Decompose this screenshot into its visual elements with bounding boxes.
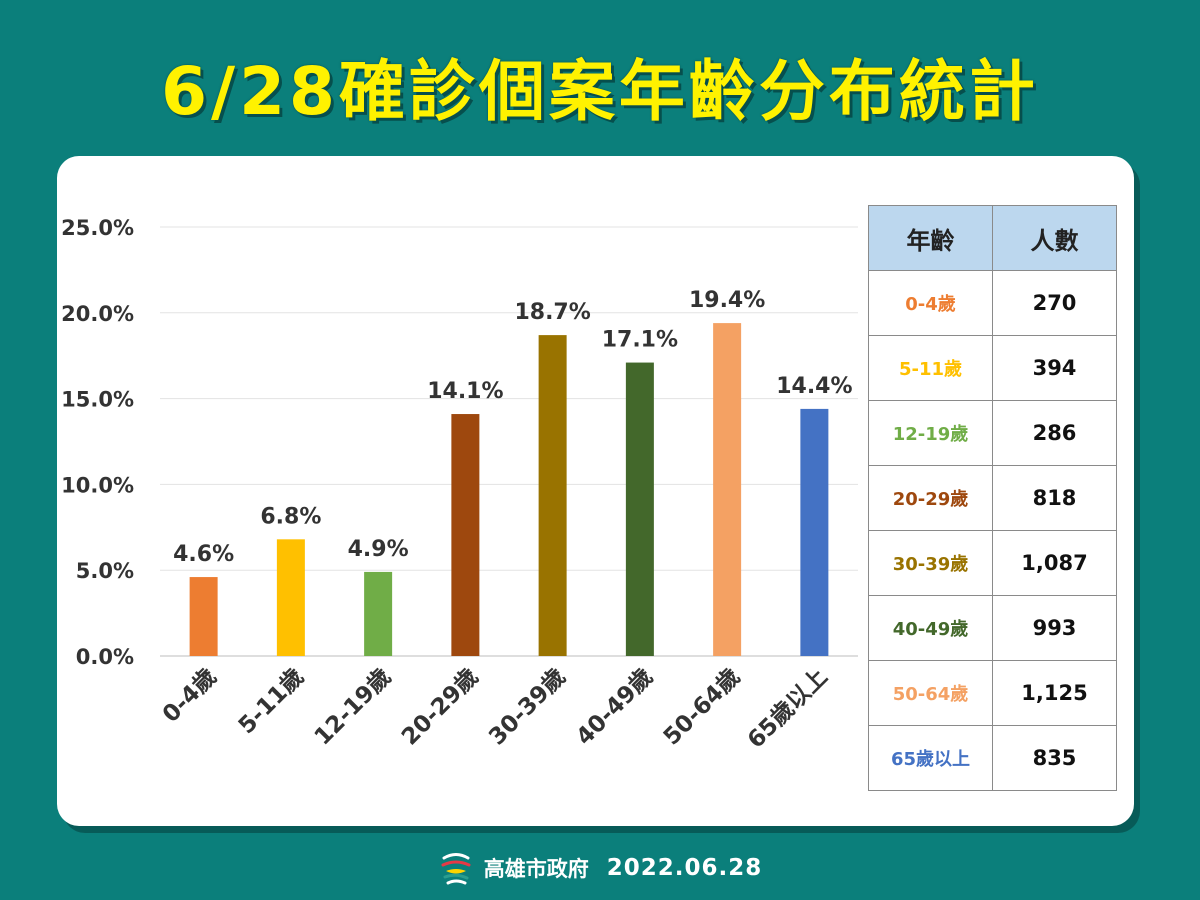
table-cell-age: 20-29歲 <box>868 465 993 531</box>
bar <box>451 414 480 656</box>
x-tick-label: 40-49歲 <box>571 664 658 751</box>
age-count-table: 年齡 人數 0-4歲 270 5-11歲 394 12-19歲 286 20-29歲 818 3… <box>868 205 1117 791</box>
y-tick-label: 0.0% <box>76 645 134 669</box>
x-tick-label: 30-39歲 <box>484 664 571 751</box>
data-label: 17.1% <box>602 328 678 353</box>
x-tick-label: 20-29歲 <box>397 664 484 751</box>
y-axis-ticks: 0.0% 5.0% 10.0% 15.0% 20.0% 25.0% <box>61 216 134 669</box>
footer-date: 2022.06.28 <box>606 855 763 881</box>
table-body: 0-4歲 270 5-11歲 394 12-19歲 286 20-29歲 818 30-39歲 1… <box>868 270 1117 791</box>
data-label: 14.1% <box>427 379 503 404</box>
data-label: 19.4% <box>689 288 765 313</box>
page-title: 6/28確診個案年齡分布統計 <box>161 53 1039 130</box>
table-row: 0-4歲 270 <box>868 270 1117 336</box>
x-tick-label: 12-19歲 <box>310 664 397 751</box>
table-cell-age: 50-64歲 <box>868 660 993 726</box>
table-row: 5-11歲 394 <box>868 335 1117 401</box>
bar <box>625 362 654 656</box>
y-tick-label: 25.0% <box>61 216 134 240</box>
bar <box>276 539 305 656</box>
x-tick-label: 0-4歲 <box>158 664 222 728</box>
table-row: 12-19歲 286 <box>868 400 1117 466</box>
bar <box>800 408 829 656</box>
table-cell-age: 65歲以上 <box>868 725 993 791</box>
table-cell-count: 835 <box>992 725 1117 791</box>
x-tick-label: 5-11歲 <box>234 664 309 739</box>
data-labels: 4.6% 6.8% 4.9% 14.1% 18.7% 17.1% 19.4% 14.4% <box>173 288 852 567</box>
header-count: 人數 <box>992 205 1117 271</box>
x-axis-ticks: 0-4歲 5-11歲 12-19歲 20-29歲 30-39歲 40-49歲 50-64歲6… <box>158 664 833 754</box>
table-cell-age: 5-11歲 <box>868 335 993 401</box>
table-cell-age: 30-39歲 <box>868 530 993 596</box>
x-tick-label: 65歲以上 <box>743 664 833 754</box>
data-label: 6.8% <box>260 504 321 529</box>
table-cell-count: 1,087 <box>992 530 1117 596</box>
table-cell-count: 286 <box>992 400 1117 466</box>
table-cell-count: 394 <box>992 335 1117 401</box>
bars <box>189 323 829 656</box>
data-label: 14.4% <box>776 374 852 399</box>
table-row: 20-29歲 818 <box>868 465 1117 531</box>
table-cell-age: 12-19歲 <box>868 400 993 466</box>
y-tick-label: 15.0% <box>61 388 134 412</box>
data-label: 4.9% <box>348 537 409 562</box>
table-cell-count: 993 <box>992 595 1117 661</box>
y-tick-label: 20.0% <box>61 302 134 326</box>
table-cell-count: 818 <box>992 465 1117 531</box>
table-row: 30-39歲 1,087 <box>868 530 1117 596</box>
table-cell-count: 270 <box>992 270 1117 336</box>
bar <box>538 335 567 656</box>
table-cell-age: 0-4歲 <box>868 270 993 336</box>
bar <box>364 571 393 656</box>
org-name: 高雄市政府 <box>483 857 589 881</box>
data-label: 18.7% <box>514 300 590 325</box>
table-row: 65歲以上 835 <box>868 725 1117 791</box>
y-tick-label: 5.0% <box>76 559 134 583</box>
table-header-row: 年齡 人數 <box>868 205 1117 271</box>
footer: 高雄市政府 2022.06.28 <box>0 848 1200 888</box>
kaohsiung-logo-icon <box>441 853 471 885</box>
bar <box>189 577 218 656</box>
table-cell-age: 40-49歲 <box>868 595 993 661</box>
table-row: 40-49歲 993 <box>868 595 1117 661</box>
x-tick-label: 50-64歲 <box>659 664 746 751</box>
table-row: 50-64歲 1,125 <box>868 660 1117 726</box>
grid-lines <box>160 226 858 657</box>
data-label: 4.6% <box>173 542 234 567</box>
header-age: 年齡 <box>868 205 993 271</box>
y-tick-label: 10.0% <box>61 473 134 497</box>
bar <box>713 323 742 656</box>
table-cell-count: 1,125 <box>992 660 1117 726</box>
